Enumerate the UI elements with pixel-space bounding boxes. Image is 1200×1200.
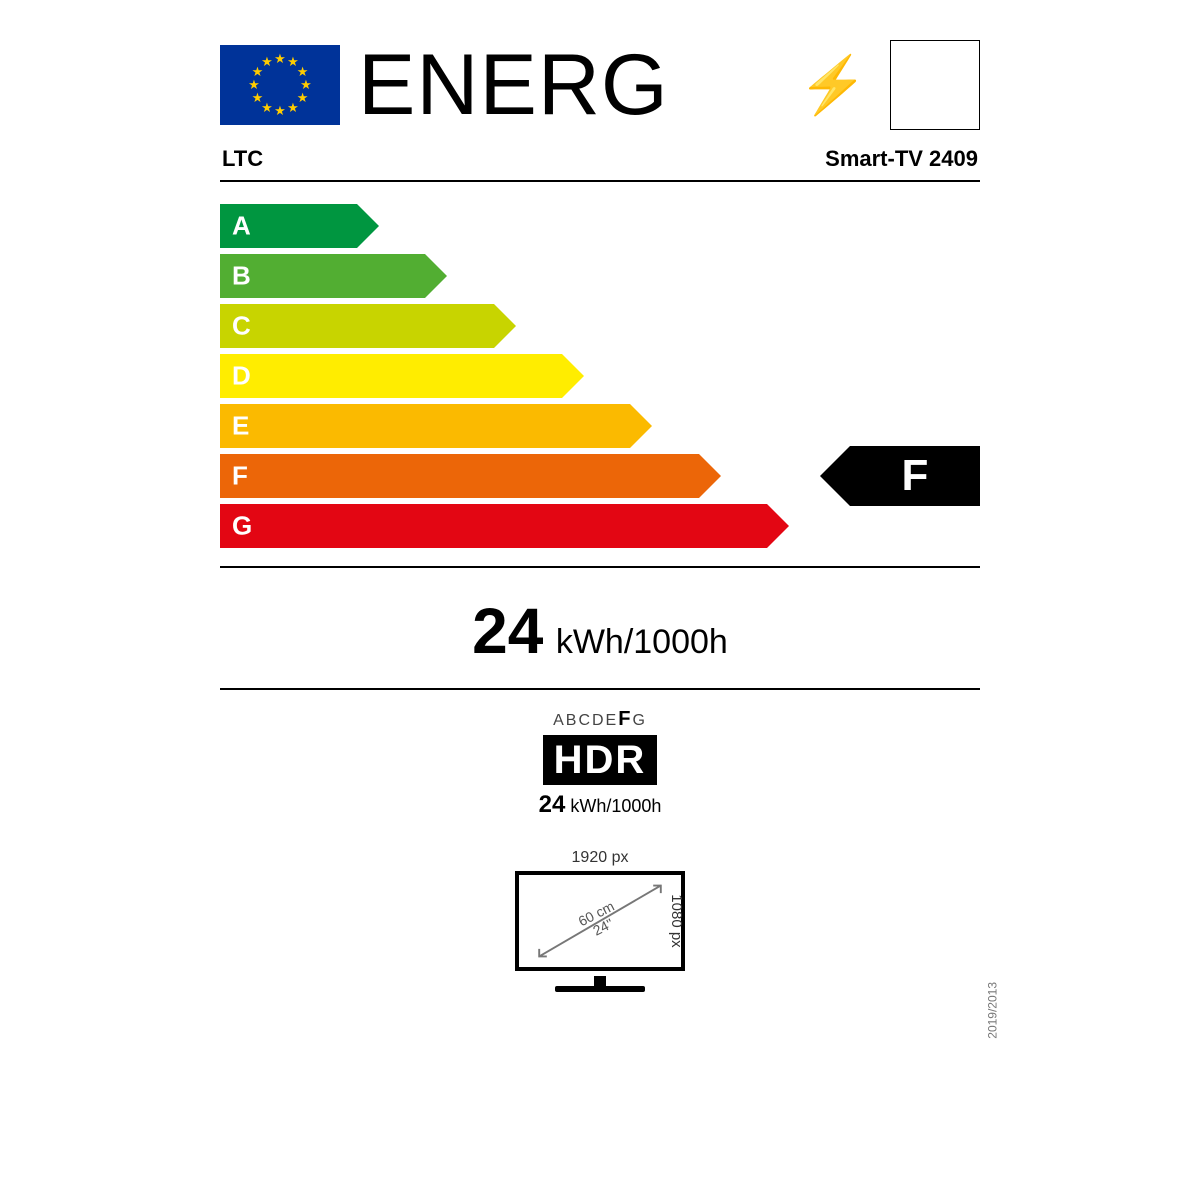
screen-spec-block: 1920 px 60 cm 24" 10	[220, 819, 980, 992]
hdr-scale-selected: F	[618, 708, 632, 730]
energy-label: ★★★★★★★★★★★★ ENERG ⚡ LTC Smart-TV 2409 A…	[220, 40, 980, 992]
scale-row-d: D	[220, 354, 980, 398]
hdr-consumption: 24 kWh/1000h	[220, 791, 980, 819]
consumption-row: 24 kWh/1000h	[220, 568, 980, 690]
scale-bar-d: D	[220, 354, 562, 398]
rating-letter: F	[902, 451, 929, 501]
scale-row-a: A	[220, 204, 980, 248]
supplier-brand: LTC	[222, 146, 263, 172]
scale-row-g: G	[220, 504, 980, 548]
consumption-value: 24	[472, 595, 543, 667]
regulation-number: 2019/2013	[986, 982, 1000, 1039]
label-header: ★★★★★★★★★★★★ ENERG ⚡	[220, 40, 980, 140]
hdr-unit: kWh/1000h	[570, 796, 661, 816]
lightning-icon: ⚡	[798, 57, 868, 113]
scale-letter: C	[232, 311, 251, 342]
scale-letter: A	[232, 211, 251, 242]
eu-flag-icon: ★★★★★★★★★★★★	[220, 45, 340, 125]
qr-code-icon	[890, 40, 980, 130]
scale-row-b: B	[220, 254, 980, 298]
scale-bar-b: B	[220, 254, 425, 298]
scale-letter: E	[232, 411, 249, 442]
hdr-value: 24	[539, 791, 566, 818]
scale-bar-c: C	[220, 304, 494, 348]
scale-letter: D	[232, 361, 251, 392]
efficiency-scale: ABCDEFFG	[220, 182, 980, 568]
scale-row-c: C	[220, 304, 980, 348]
hdr-scale-pre: ABCDE	[553, 712, 618, 729]
scale-bar-f: F	[220, 454, 699, 498]
scale-letter: B	[232, 261, 251, 292]
scale-letter: G	[232, 511, 252, 542]
hdr-block: ABCDEFG HDR 24 kWh/1000h	[220, 690, 980, 819]
scale-bar-e: E	[220, 404, 630, 448]
scale-row-f: FF	[220, 454, 980, 498]
scale-bar-g: G	[220, 504, 767, 548]
consumption-unit: kWh/1000h	[556, 623, 728, 661]
tv-frame-icon: 60 cm 24"	[515, 871, 685, 971]
scale-letter: F	[232, 461, 248, 492]
tv-icon: 1920 px 60 cm 24" 10	[515, 849, 685, 992]
scale-bar-a: A	[220, 204, 357, 248]
screen-width-px: 1920 px	[515, 849, 685, 867]
energy-title: ENERG	[358, 42, 786, 128]
supplier-row: LTC Smart-TV 2409	[220, 140, 980, 182]
screen-height-px: 1080 px	[668, 894, 685, 947]
rating-pointer: F	[850, 446, 980, 506]
hdr-badge: HDR	[543, 735, 658, 785]
hdr-mini-scale: ABCDEFG	[220, 708, 980, 731]
supplier-model: Smart-TV 2409	[825, 146, 978, 172]
scale-row-e: E	[220, 404, 980, 448]
hdr-scale-post: G	[632, 712, 646, 729]
